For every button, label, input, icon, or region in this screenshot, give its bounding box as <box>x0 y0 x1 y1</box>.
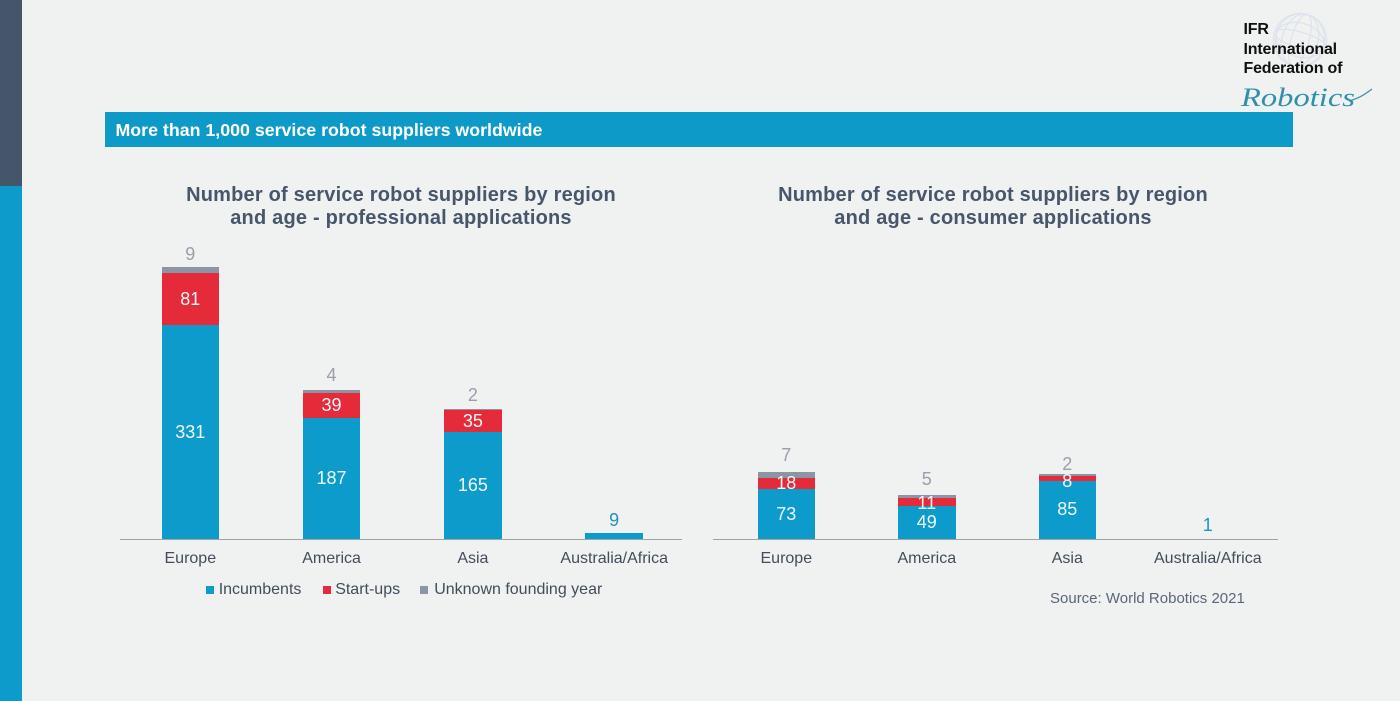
svg-text:Robotics: Robotics <box>1240 83 1355 112</box>
